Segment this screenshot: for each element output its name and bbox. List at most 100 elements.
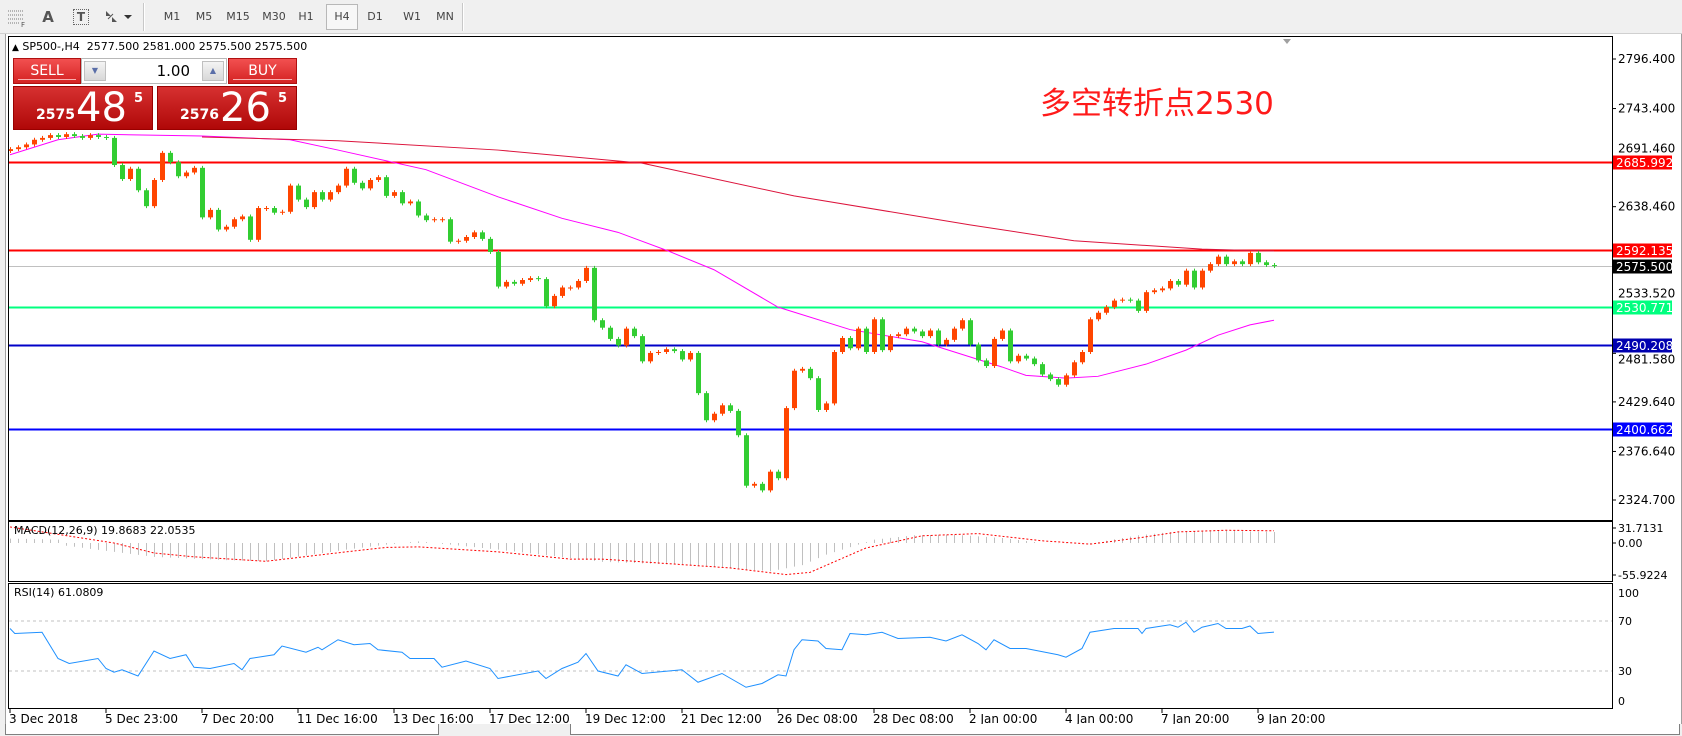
bear-candle xyxy=(696,352,701,394)
bull-candle xyxy=(264,208,269,210)
bull-candle xyxy=(896,334,901,337)
bull-candle xyxy=(1144,292,1149,311)
bull-candle xyxy=(1208,264,1213,271)
bear-candle xyxy=(96,135,101,137)
bull-candle xyxy=(192,167,197,173)
bull-candle xyxy=(888,336,893,351)
bear-candle xyxy=(1192,270,1197,288)
bull-candle xyxy=(928,330,933,337)
bull-candle xyxy=(1016,355,1021,362)
price-axis-label: 2324.700 xyxy=(1618,493,1675,507)
bull-candle xyxy=(432,219,437,221)
timeframe-m15[interactable]: M15 xyxy=(226,10,250,23)
bear-candle xyxy=(632,328,637,337)
bull-candle xyxy=(88,135,93,138)
period-separator-icon[interactable]: F xyxy=(6,6,26,29)
bull-candle xyxy=(1104,307,1109,313)
time-axis-label: 13 Dec 16:00 xyxy=(393,712,474,726)
arrows-icon[interactable] xyxy=(100,6,136,28)
lot-decrease-icon[interactable]: ▼ xyxy=(84,61,106,81)
bear-candle xyxy=(112,137,117,166)
sell-price-button[interactable]: 2575 48 5 xyxy=(13,85,153,131)
chart-annotation-text[interactable]: 多空转折点2530 xyxy=(1040,86,1274,122)
timeframe-h1[interactable]: H1 xyxy=(298,10,314,23)
bear-candle xyxy=(1264,262,1269,266)
bull-candle xyxy=(344,168,349,186)
chart-shift-marker-icon[interactable] xyxy=(1283,39,1291,44)
bear-candle xyxy=(728,405,733,411)
text-icon[interactable]: A xyxy=(42,8,54,26)
lot-size-stepper[interactable]: ▼ 1.00 ▲ xyxy=(81,58,227,84)
level-price-label: 2592.135 xyxy=(1616,244,1673,258)
bull-candle xyxy=(1080,352,1085,363)
bull-candle xyxy=(528,278,533,281)
level-price-label: 2530.771 xyxy=(1616,301,1673,315)
bear-candle xyxy=(848,337,853,349)
one-click-trading-panel: SELL ▼ 1.00 ▲ BUY 2575 48 5 2576 26 5 xyxy=(13,58,297,131)
bull-candle xyxy=(832,352,837,404)
bear-candle xyxy=(384,177,389,196)
price-axis-label: 2376.640 xyxy=(1618,444,1675,458)
bear-candle xyxy=(1256,252,1261,263)
collapse-triangle-icon[interactable]: ▲ xyxy=(12,43,19,53)
bear-candle xyxy=(56,135,61,137)
bull-candle xyxy=(240,216,245,220)
bear-candle xyxy=(592,267,597,321)
time-axis-label: 28 Dec 08:00 xyxy=(873,712,954,726)
bull-candle xyxy=(1072,362,1077,376)
bull-candle xyxy=(960,320,965,329)
timeframe-m30[interactable]: M30 xyxy=(262,10,286,23)
svg-text:F: F xyxy=(21,21,25,28)
timeframe-mn[interactable]: MN xyxy=(436,10,454,23)
lot-increase-icon[interactable]: ▲ xyxy=(202,61,224,81)
buy-price-big: 26 xyxy=(220,85,271,131)
bear-candle xyxy=(1272,265,1277,267)
bull-candle xyxy=(208,209,213,218)
macd-title: MACD(12,26,9) 19.8683 22.0535 xyxy=(14,524,196,537)
bear-candle xyxy=(640,336,645,362)
timeframe-h4[interactable]: H4 xyxy=(326,4,358,30)
bear-candle xyxy=(1024,355,1029,359)
timeframe-m5[interactable]: M5 xyxy=(195,10,213,23)
bull-candle xyxy=(160,152,165,180)
bull-candle xyxy=(392,192,397,196)
level-price-box xyxy=(1613,243,1672,258)
buy-price-button[interactable]: 2576 26 5 xyxy=(157,85,297,131)
time-axis-label: 21 Dec 12:00 xyxy=(681,712,762,726)
bear-candle xyxy=(816,378,821,410)
level-price-label: 2685.992 xyxy=(1616,156,1673,170)
timeframe-d1[interactable]: D1 xyxy=(367,10,383,23)
bear-candle xyxy=(1032,358,1037,365)
lot-size-input[interactable]: 1.00 xyxy=(156,62,190,80)
price-axis-label: 2429.640 xyxy=(1618,395,1675,409)
bear-candle xyxy=(216,209,221,230)
sell-button[interactable]: SELL xyxy=(13,58,81,84)
bull-candle xyxy=(1120,299,1125,301)
chart-tab[interactable] xyxy=(570,724,1680,735)
chart-tab[interactable] xyxy=(5,724,439,735)
level-price-box xyxy=(1613,155,1672,170)
bear-candle xyxy=(920,331,925,337)
price-axis-label: 2691.460 xyxy=(1618,142,1675,156)
buy-button[interactable]: BUY xyxy=(228,58,297,84)
bear-candle xyxy=(400,192,405,204)
bull-candle xyxy=(9,149,13,151)
bear-candle xyxy=(136,168,141,191)
bear-candle xyxy=(1048,374,1053,380)
bear-candle xyxy=(608,327,613,339)
buy-price-prefix: 2576 xyxy=(180,107,219,123)
bull-candle xyxy=(840,337,845,353)
time-axis-label: 26 Dec 08:00 xyxy=(777,712,858,726)
timeframe-m1[interactable]: M1 xyxy=(163,10,181,23)
level-price-box xyxy=(1613,422,1672,437)
time-axis-label: 11 Dec 16:00 xyxy=(297,712,378,726)
text-label-icon[interactable]: T xyxy=(70,6,92,28)
timeframe-w1[interactable]: W1 xyxy=(403,10,421,23)
bull-candle xyxy=(1112,300,1117,308)
sell-price-sup: 5 xyxy=(134,91,144,106)
bull-candle xyxy=(664,349,669,353)
chart-header: ▲ SP500-,H4 2577.500 2581.000 2575.500 2… xyxy=(12,40,307,53)
bear-candle xyxy=(536,278,541,280)
bear-candle xyxy=(808,368,813,379)
